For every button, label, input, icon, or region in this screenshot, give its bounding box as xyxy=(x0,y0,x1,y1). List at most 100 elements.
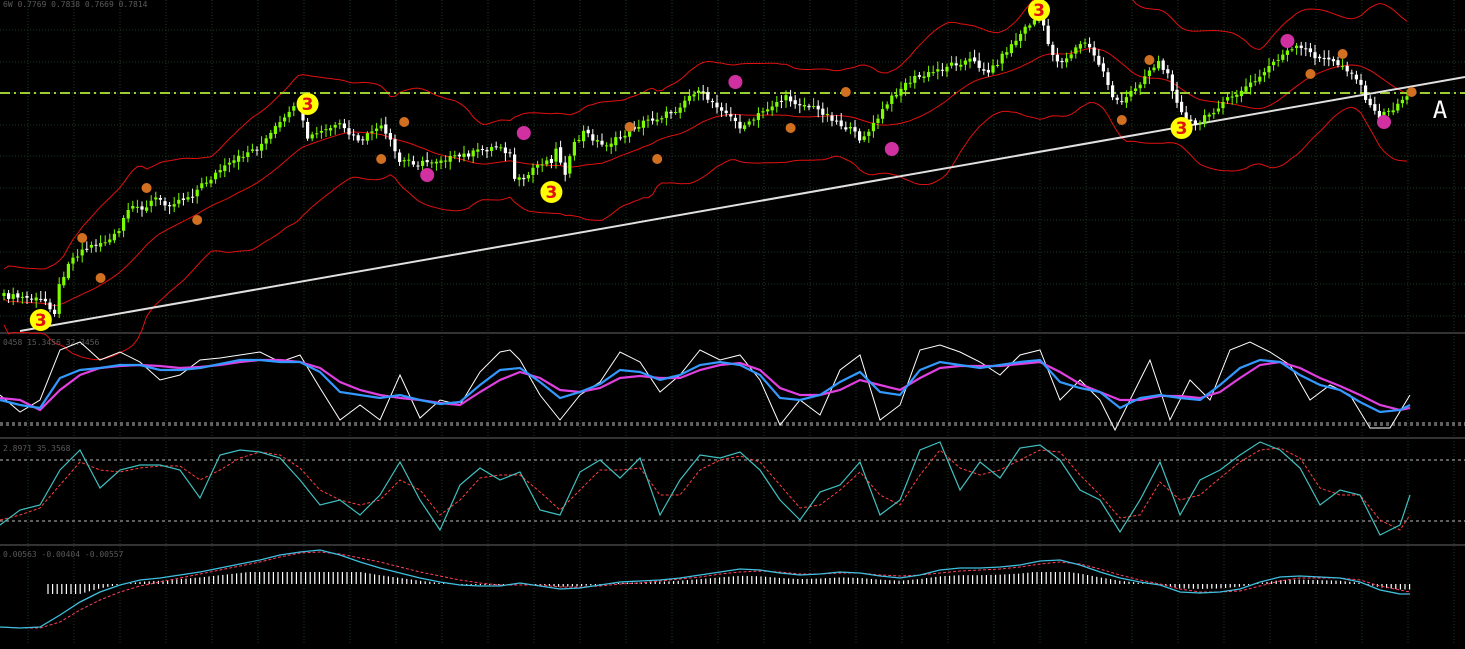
candle-body xyxy=(1276,59,1280,61)
candle xyxy=(793,95,797,109)
candle xyxy=(375,122,379,139)
candle xyxy=(526,171,530,182)
candle-body xyxy=(839,120,843,127)
candle xyxy=(618,130,622,141)
candle xyxy=(1318,54,1322,63)
candle xyxy=(278,115,282,132)
candle-body xyxy=(812,106,816,108)
signal-badge-orange xyxy=(652,154,663,164)
candle xyxy=(825,107,829,122)
candle-body xyxy=(370,131,374,133)
candle xyxy=(453,150,457,160)
candle xyxy=(154,191,158,207)
candle-body xyxy=(1092,47,1096,56)
candle-body xyxy=(761,111,765,113)
signal-badge-yellow: 3 xyxy=(29,309,52,331)
candle xyxy=(927,65,931,82)
candle xyxy=(209,176,213,188)
candle xyxy=(1308,42,1312,57)
candle xyxy=(425,152,429,167)
candle-body xyxy=(1373,104,1377,111)
candle-body xyxy=(582,130,586,142)
candle-body xyxy=(687,95,691,101)
candle-body xyxy=(250,149,254,151)
candle xyxy=(223,158,227,178)
candle-body xyxy=(1359,79,1363,85)
candle-body xyxy=(568,156,572,174)
candle xyxy=(1124,90,1128,109)
candle xyxy=(379,118,383,132)
price-pane[interactable]: 6W 0.7769 0.7838 0.7669 0.7814 3 3 3 3 3 xyxy=(0,0,1465,361)
stochastic-pane[interactable]: 0458 15.3456 32.3456 xyxy=(0,338,1465,432)
candle-body xyxy=(876,118,880,123)
badge-circle xyxy=(1305,69,1316,79)
candle xyxy=(664,106,668,126)
candle xyxy=(287,106,291,123)
candle-body xyxy=(168,205,172,207)
candle-body xyxy=(669,111,673,114)
candle-body xyxy=(278,122,282,128)
candle xyxy=(513,147,517,182)
candle xyxy=(563,155,567,182)
candle xyxy=(554,142,558,169)
candle xyxy=(715,94,719,114)
candle-body xyxy=(563,162,567,175)
candle-body xyxy=(821,108,825,115)
candle xyxy=(710,98,714,109)
candle-body xyxy=(384,124,388,134)
candle-body xyxy=(246,152,250,158)
candle-body xyxy=(733,117,737,121)
candle-body xyxy=(1262,72,1266,76)
candle xyxy=(1221,96,1225,115)
candle xyxy=(393,134,397,159)
candle xyxy=(1313,44,1317,66)
candle xyxy=(789,89,793,107)
candle-body xyxy=(457,154,461,157)
trendline xyxy=(19,76,1465,332)
candle xyxy=(103,235,107,247)
candle xyxy=(1078,41,1082,54)
candle xyxy=(250,143,254,153)
candle xyxy=(1111,81,1115,101)
candle xyxy=(1341,59,1345,70)
candle-body xyxy=(724,110,728,114)
candle xyxy=(1088,37,1092,53)
candle-body xyxy=(416,165,420,167)
candle xyxy=(191,188,195,204)
candle-body xyxy=(637,126,641,129)
badge-circle xyxy=(840,87,851,97)
candle xyxy=(885,101,889,111)
candle xyxy=(945,63,949,78)
candle-body xyxy=(1304,48,1308,50)
badge-label: 3 xyxy=(1176,119,1188,139)
candle-body xyxy=(743,125,747,130)
candle xyxy=(1143,69,1147,89)
candle xyxy=(416,161,420,170)
candle xyxy=(913,70,917,89)
candle xyxy=(108,233,112,246)
candle-body xyxy=(407,159,411,161)
candle xyxy=(922,71,926,83)
candle-body xyxy=(793,100,797,105)
stochastic-d-line xyxy=(0,358,1411,414)
oscillator-pane[interactable]: 2.8971 35.3568 xyxy=(0,441,1465,536)
signal-badge-orange xyxy=(1144,55,1155,65)
candle-body xyxy=(816,105,820,110)
candle xyxy=(255,146,259,156)
candle-body xyxy=(830,115,834,121)
candle-body xyxy=(1336,60,1340,66)
candle xyxy=(1166,64,1170,79)
candle-body xyxy=(885,104,889,109)
candle xyxy=(237,149,241,170)
candle-body xyxy=(393,139,397,152)
macd-pane[interactable]: 0.00563 -0.00404 -0.00557 xyxy=(0,549,1411,629)
candle xyxy=(1331,56,1335,66)
candle-body xyxy=(779,100,783,102)
candle-body xyxy=(1124,97,1128,103)
candle-body xyxy=(112,233,116,241)
candle-body xyxy=(894,94,898,97)
badge-circle xyxy=(95,273,106,283)
candle-body xyxy=(890,95,894,104)
